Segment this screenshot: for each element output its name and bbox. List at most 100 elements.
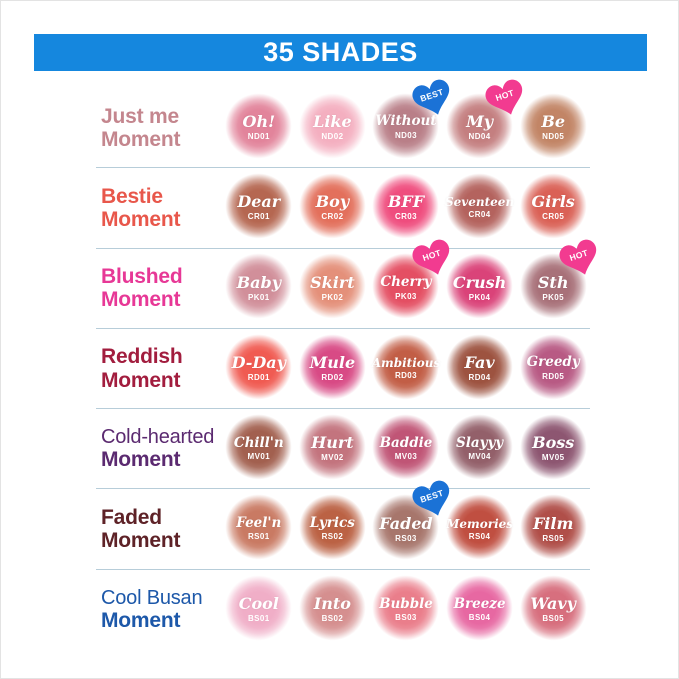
- shade-swatches: Feel'n RS01 Lyrics RS02 Faded RS03 BEST …: [222, 480, 590, 569]
- heart-icon: [412, 480, 449, 516]
- shade-name: Hurt: [311, 433, 354, 453]
- shade-code: MV05: [541, 453, 565, 463]
- swatch-cell: Wavy BS05: [516, 570, 590, 650]
- heart-icon: [412, 79, 449, 115]
- shade-swatch: Bubble BS03: [372, 574, 440, 645]
- swatch-cell: My ND04 HOT: [443, 79, 523, 168]
- shade-code: MV03: [394, 452, 418, 462]
- shade-name: Oh!: [242, 112, 276, 132]
- swatch-cell: Fav RD04: [443, 329, 517, 409]
- swatch-cell: Like ND02: [296, 88, 370, 168]
- swatch-cell: Cherry PK03 HOT: [369, 239, 449, 328]
- swatch-cell: Dear CR01: [222, 168, 296, 248]
- swatch-cell: Without ND03 BEST: [369, 79, 449, 168]
- shade-code: MV01: [247, 452, 271, 462]
- shade-code: PK03: [395, 291, 417, 301]
- shade-swatch: Feel'n RS01: [225, 494, 293, 565]
- shade-name: Girls: [531, 192, 575, 212]
- shade-swatch: Girls CR05: [519, 172, 587, 243]
- shade-swatch: Dear CR01: [225, 172, 293, 243]
- swatch-cell: Bubble BS03: [369, 570, 443, 650]
- shade-code: RD03: [394, 371, 418, 381]
- swatch-cell: Boy CR02: [296, 168, 370, 248]
- shade-name: Sth: [537, 272, 569, 292]
- shade-name: Faded: [379, 513, 433, 533]
- heart-icon: [559, 239, 597, 275]
- shade-name: Greedy: [526, 354, 580, 371]
- shade-badge: BEST: [409, 478, 456, 522]
- swatch-cell: Greedy RD05: [516, 329, 590, 409]
- row-label-line1: Just me: [101, 104, 179, 128]
- shade-name: Fav: [464, 353, 495, 373]
- shade-code: PK05: [542, 292, 564, 302]
- shade-swatches: Oh! ND01 Like ND02 Without ND03 BEST My …: [222, 79, 590, 168]
- swatch-cell: BFF CR03: [369, 168, 443, 248]
- shade-code: BS01: [247, 614, 270, 624]
- page-title: 35 SHADES: [263, 37, 418, 67]
- shade-swatch: Fav RD04: [446, 333, 514, 404]
- shade-name: Seventeen: [445, 195, 515, 210]
- shade-name: Chill'n: [233, 434, 284, 451]
- shade-swatch: Into BS02: [298, 574, 366, 645]
- swatch-cell: Chill'n MV01: [222, 409, 296, 489]
- shade-swatches: D-Day RD01 Mule RD02 Ambitious RD03 Fav …: [222, 329, 590, 409]
- swatch-cell: Memories RS04: [443, 489, 517, 569]
- shade-code: ND04: [468, 132, 491, 142]
- shade-swatch: Oh! ND01: [225, 92, 293, 163]
- shade-swatch: Boy CR02: [298, 172, 366, 243]
- row-label-line1: Cool Busan: [101, 587, 203, 610]
- shade-name: Memories: [446, 516, 514, 531]
- shade-swatch: Breeze BS04: [446, 574, 514, 645]
- shade-row: Faded Moment Feel'n RS01 Lyrics RS02 Fad…: [96, 480, 590, 570]
- shade-code: MV02: [321, 453, 344, 463]
- row-label: Cool Busan Moment: [96, 587, 222, 632]
- row-label: Bestie Moment: [96, 185, 222, 231]
- shade-code: RD05: [542, 371, 565, 381]
- shade-row: Reddish Moment D-Day RD01 Mule RD02 Ambi…: [96, 329, 590, 410]
- shade-name: Feel'n: [236, 514, 282, 531]
- row-label-line1: Faded: [101, 506, 162, 530]
- shade-code: MV04: [468, 452, 491, 462]
- shade-swatch: Slayyy MV04: [446, 413, 514, 484]
- shade-name: Breeze: [453, 595, 506, 612]
- shade-name: Mule: [309, 353, 356, 373]
- row-label-line2: Moment: [101, 448, 181, 472]
- swatch-cell: Feel'n RS01: [222, 489, 296, 569]
- shade-swatches: Dear CR01 Boy CR02 BFF CR03 Seventeen CR…: [222, 168, 590, 248]
- shade-code: RS04: [468, 531, 491, 541]
- shade-code: RS05: [542, 533, 564, 543]
- row-label-line2: Moment: [101, 127, 181, 151]
- swatch-cell: Faded RS03 BEST: [369, 480, 449, 569]
- shade-code: BS04: [468, 613, 491, 623]
- swatch-cell: Hurt MV02: [296, 409, 370, 489]
- shade-code: CR04: [468, 210, 491, 220]
- shade-code: RD02: [321, 373, 344, 383]
- shade-name: Lyrics: [309, 514, 355, 531]
- shade-code: PK04: [468, 292, 491, 302]
- shade-code: PK01: [247, 292, 270, 302]
- shade-code: BS03: [395, 613, 417, 623]
- shade-swatch: Memories RS04: [446, 494, 514, 565]
- shade-swatch: Skirt PK02: [298, 253, 366, 324]
- shade-name: Bubble: [379, 595, 433, 612]
- shade-name: Wavy: [530, 594, 576, 614]
- shade-code: ND05: [542, 132, 565, 142]
- row-label: Cold-hearted Moment: [96, 426, 222, 471]
- row-label: Reddish Moment: [96, 345, 222, 391]
- shade-name: Cherry: [380, 274, 432, 290]
- shade-code: PK02: [321, 292, 344, 302]
- shade-swatch: Baby PK01: [225, 253, 293, 324]
- rows: Just me Moment Oh! ND01 Like ND02 Withou…: [96, 79, 597, 650]
- swatch-cell: Baby PK01: [222, 248, 296, 328]
- shade-swatch: D-Day RD01: [225, 333, 293, 404]
- shade-swatch: Boss MV05: [519, 413, 587, 484]
- swatch-cell: Girls CR05: [516, 168, 590, 248]
- shade-swatch: BFF CR03: [372, 172, 440, 243]
- swatch-cell: Oh! ND01: [222, 88, 296, 168]
- shade-name: Without: [375, 113, 437, 130]
- shade-badge: HOT: [409, 237, 456, 281]
- shade-code: RS02: [321, 532, 344, 542]
- shade-swatch: Mule RD02: [298, 333, 366, 404]
- shade-name: Slayyy: [455, 434, 504, 451]
- shade-code: CR02: [321, 212, 344, 222]
